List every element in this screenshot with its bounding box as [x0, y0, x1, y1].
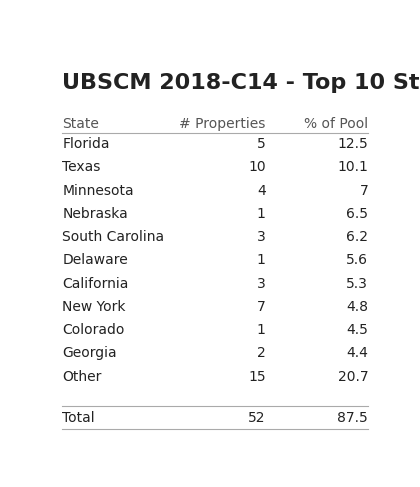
Text: # Properties: # Properties — [179, 116, 266, 131]
Text: 15: 15 — [248, 370, 266, 384]
Text: 6.2: 6.2 — [346, 230, 368, 244]
Text: 6.5: 6.5 — [346, 207, 368, 221]
Text: UBSCM 2018-C14 - Top 10 States: UBSCM 2018-C14 - Top 10 States — [62, 74, 420, 94]
Text: 1: 1 — [257, 253, 266, 267]
Text: 4: 4 — [257, 184, 266, 198]
Text: 4.4: 4.4 — [346, 346, 368, 360]
Text: Other: Other — [62, 370, 102, 384]
Text: 52: 52 — [248, 411, 266, 425]
Text: Georgia: Georgia — [62, 346, 117, 360]
Text: Texas: Texas — [62, 160, 101, 174]
Text: South Carolina: South Carolina — [62, 230, 164, 244]
Text: 10: 10 — [248, 160, 266, 174]
Text: State: State — [62, 116, 99, 131]
Text: 3: 3 — [257, 277, 266, 291]
Text: 20.7: 20.7 — [338, 370, 368, 384]
Text: Delaware: Delaware — [62, 253, 128, 267]
Text: Nebraska: Nebraska — [62, 207, 128, 221]
Text: % of Pool: % of Pool — [304, 116, 368, 131]
Text: New York: New York — [62, 300, 126, 314]
Text: 12.5: 12.5 — [338, 137, 368, 151]
Text: 1: 1 — [257, 323, 266, 337]
Text: California: California — [62, 277, 129, 291]
Text: 10.1: 10.1 — [337, 160, 368, 174]
Text: 5: 5 — [257, 137, 266, 151]
Text: Florida: Florida — [62, 137, 110, 151]
Text: Total: Total — [62, 411, 95, 425]
Text: 4.5: 4.5 — [346, 323, 368, 337]
Text: 1: 1 — [257, 207, 266, 221]
Text: Colorado: Colorado — [62, 323, 125, 337]
Text: 7: 7 — [257, 300, 266, 314]
Text: 7: 7 — [360, 184, 368, 198]
Text: 4.8: 4.8 — [346, 300, 368, 314]
Text: 87.5: 87.5 — [338, 411, 368, 425]
Text: Minnesota: Minnesota — [62, 184, 134, 198]
Text: 5.3: 5.3 — [346, 277, 368, 291]
Text: 3: 3 — [257, 230, 266, 244]
Text: 5.6: 5.6 — [346, 253, 368, 267]
Text: 2: 2 — [257, 346, 266, 360]
